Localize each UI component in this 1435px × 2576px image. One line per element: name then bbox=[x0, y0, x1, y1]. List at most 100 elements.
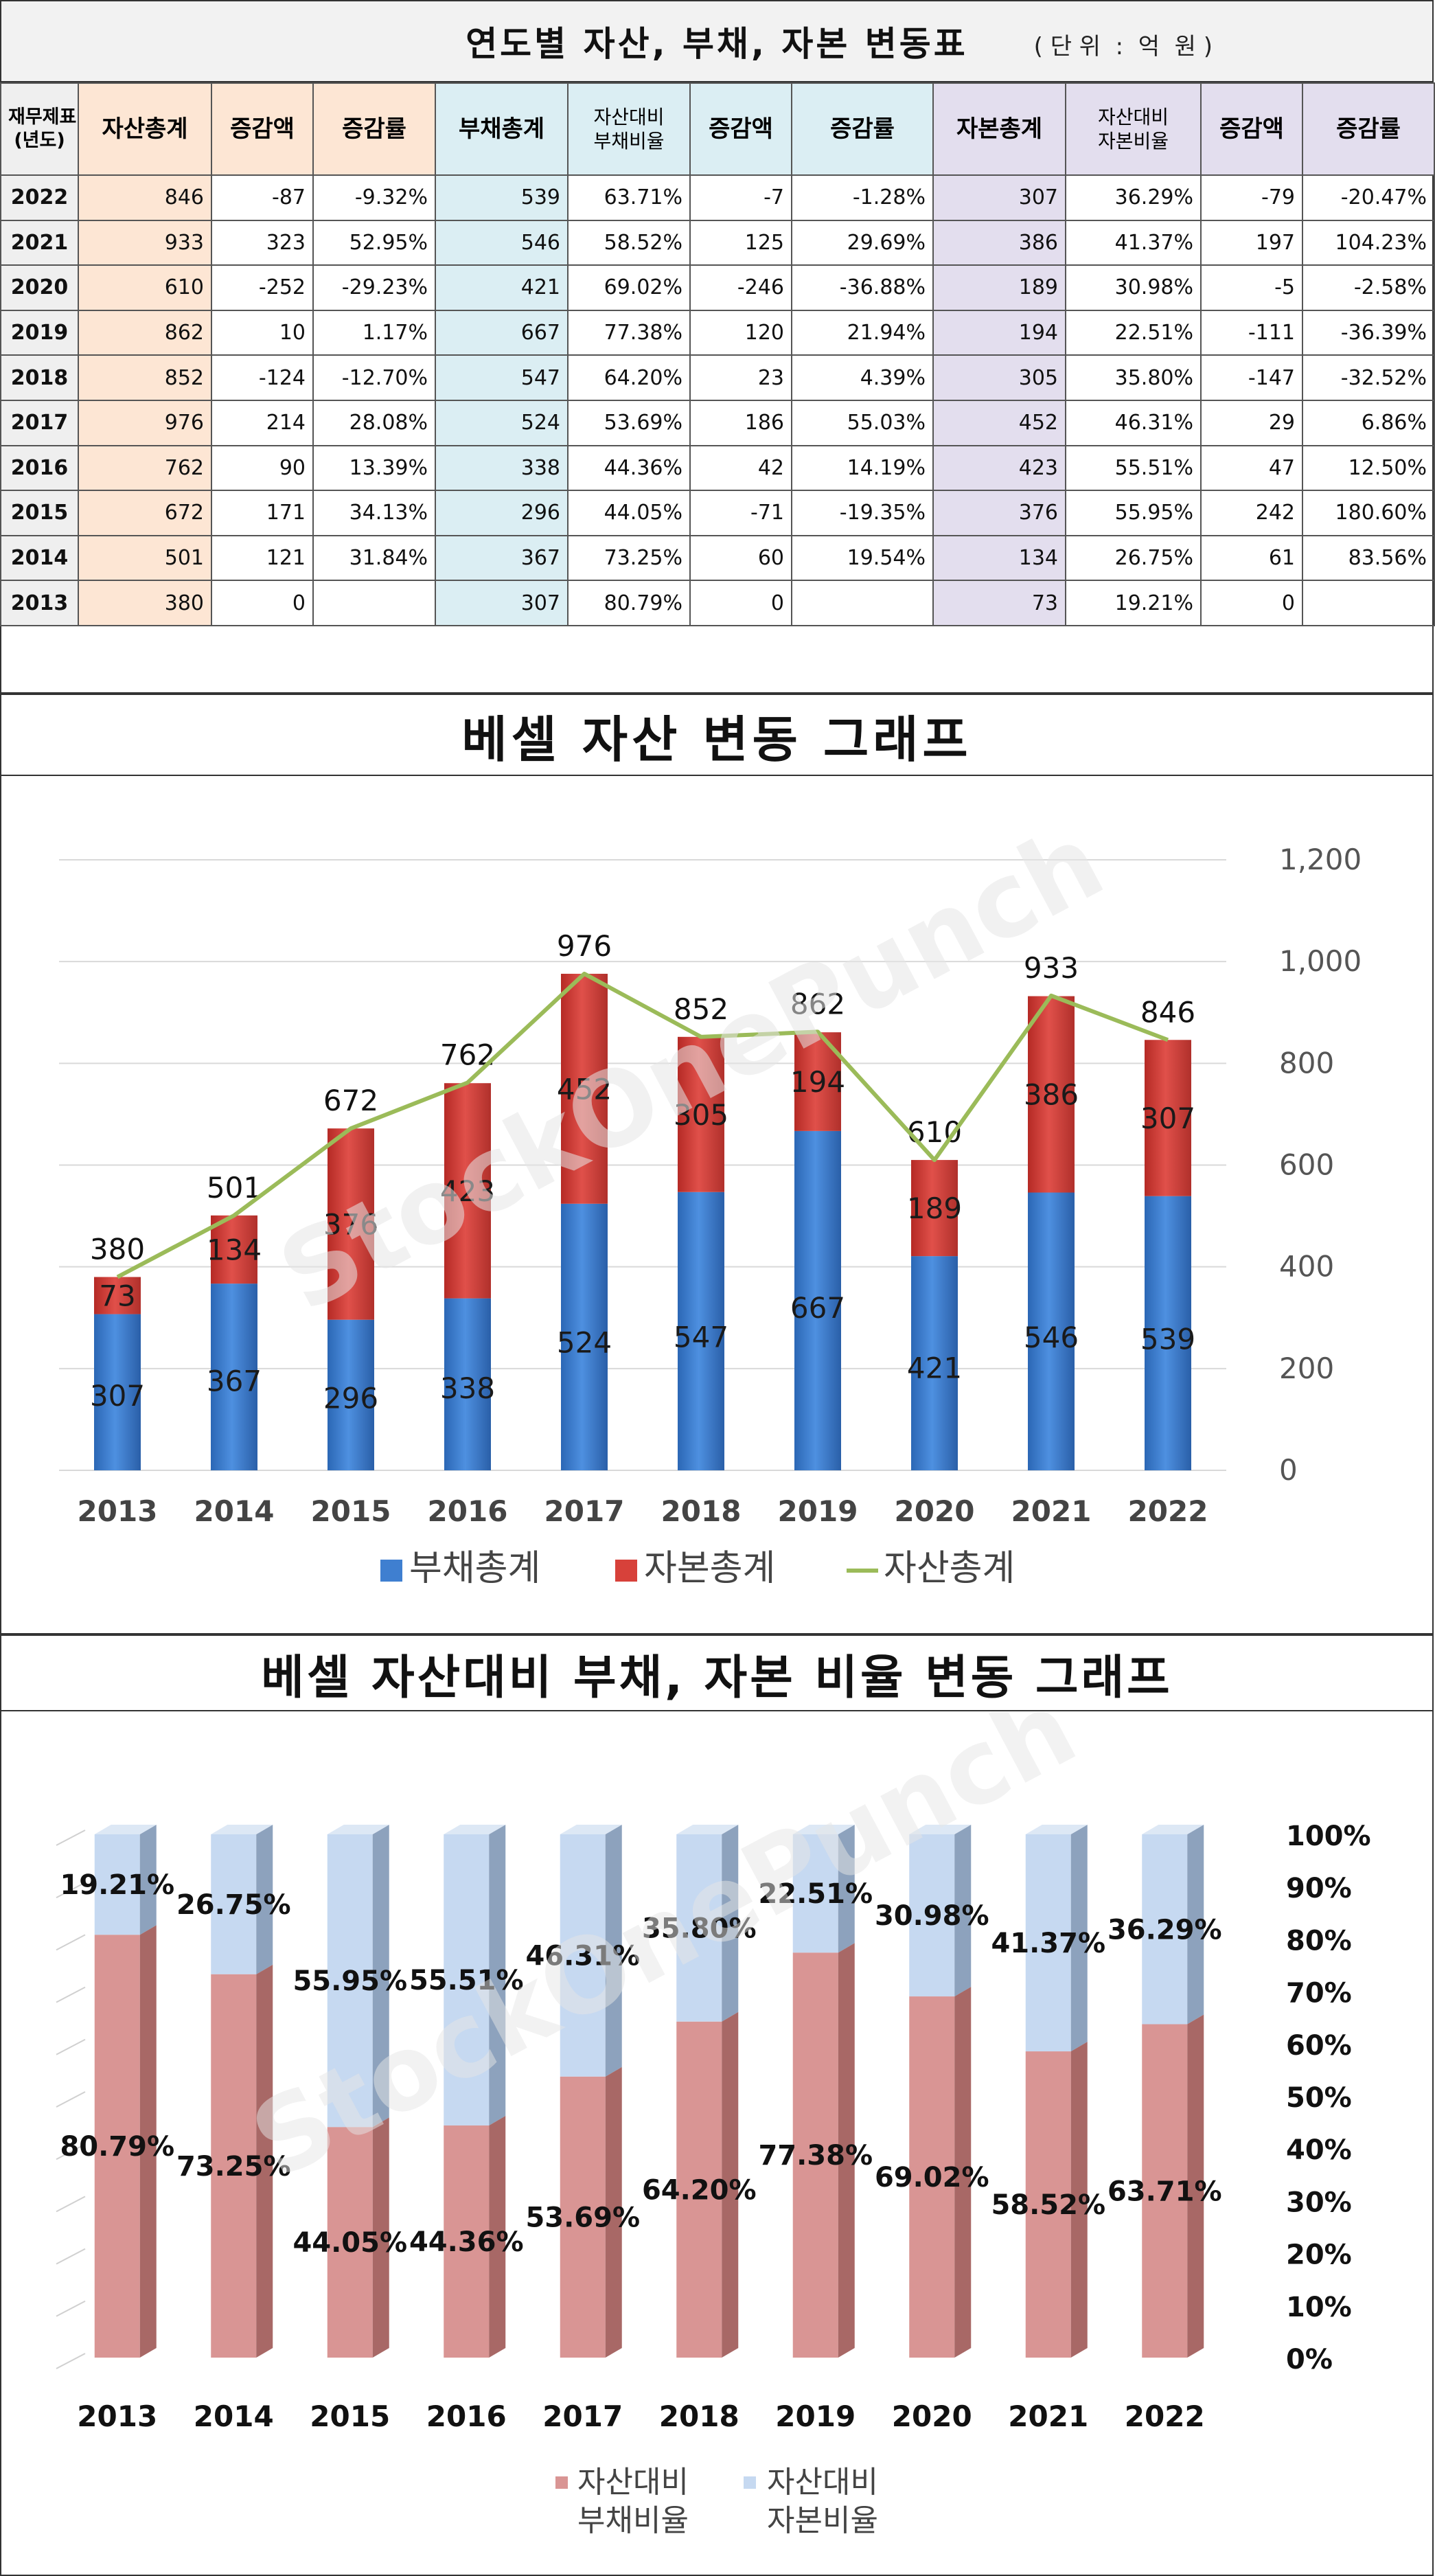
grid-tick bbox=[56, 1934, 86, 1951]
legend-label-capital: 자본총계 bbox=[644, 1548, 775, 1589]
cell-cap-ratio: 19.21% bbox=[1065, 580, 1202, 626]
cell-year: 2015 bbox=[0, 490, 79, 536]
header-cap-rate: 증감률 bbox=[1302, 82, 1435, 176]
bar-capital-ratio-top bbox=[94, 1825, 157, 1834]
asset-total-label: 976 bbox=[557, 929, 612, 963]
cell-asset-rate bbox=[312, 580, 436, 626]
asset-total-label: 933 bbox=[1024, 951, 1079, 985]
legend-label-capital-ratio: 자산대비 자본비율 bbox=[767, 2465, 878, 2538]
bar-debt-label: 667 bbox=[790, 1291, 845, 1325]
bar-debt bbox=[794, 1130, 841, 1470]
bar-debt-ratio-side bbox=[605, 2066, 622, 2358]
y-tick-label: 100% bbox=[1286, 1821, 1371, 1852]
cell-debt-rate: -1.28% bbox=[791, 174, 934, 221]
bar-capital-ratio-side bbox=[139, 1825, 157, 1935]
bar-debt bbox=[94, 1314, 141, 1470]
table-header-row: 재무제표 (년도) 자산총계 증감액 증감률 부채총계 자산대비 부채비율 증감… bbox=[0, 82, 1435, 176]
cell-debt-ratio: 69.02% bbox=[567, 264, 691, 311]
cell-asset-change: -87 bbox=[211, 174, 314, 221]
grid-tick bbox=[56, 2353, 86, 2369]
bar-capital bbox=[444, 1083, 491, 1299]
cell-cap-rate: -2.58% bbox=[1302, 264, 1435, 311]
debt-ratio-label: 73.25% bbox=[176, 2151, 291, 2182]
cell-cap-ratio: 55.95% bbox=[1065, 490, 1202, 536]
y-tick-label: 600 bbox=[1279, 1148, 1334, 1182]
x-tick-label: 2017 bbox=[544, 1494, 625, 1528]
bar-capital-ratio-side bbox=[954, 1825, 972, 1997]
y-tick-label: 80% bbox=[1286, 1925, 1352, 1957]
header-asset-total: 자산총계 bbox=[78, 82, 212, 176]
cell-year: 2016 bbox=[0, 444, 79, 492]
y-tick-label: 60% bbox=[1286, 2030, 1352, 2062]
bar-capital bbox=[678, 1036, 724, 1192]
x-tick-label: 2016 bbox=[426, 2400, 507, 2433]
cell-debt-total: 307 bbox=[435, 580, 569, 626]
bar-debt-ratio bbox=[676, 2021, 722, 2358]
header-debt-total: 부채총계 bbox=[435, 82, 569, 176]
cell-debt-rate: 29.69% bbox=[791, 219, 934, 266]
bar-capital-ratio bbox=[211, 1834, 257, 1974]
bar-capital-label: 423 bbox=[440, 1174, 495, 1208]
cell-cap-total: 452 bbox=[932, 399, 1066, 446]
cell-cap-total: 134 bbox=[932, 534, 1066, 582]
bar-capital-ratio-top bbox=[1142, 1825, 1204, 1834]
legend-swatch-debt-ratio bbox=[555, 2476, 568, 2489]
bar-debt-ratio bbox=[560, 2076, 606, 2358]
cell-year: 2013 bbox=[0, 580, 79, 626]
header-debt-ratio: 자산대비 부채비율 bbox=[567, 82, 691, 176]
bar-debt-ratio-side bbox=[139, 1925, 157, 2358]
legend-swatch-debt bbox=[380, 1560, 402, 1582]
x-tick-label: 2016 bbox=[428, 1494, 508, 1528]
cell-debt-ratio: 73.25% bbox=[567, 534, 691, 582]
bar-debt bbox=[1028, 1192, 1075, 1470]
cell-debt-change: 23 bbox=[689, 354, 792, 401]
capital-ratio-label: 55.51% bbox=[409, 1965, 524, 1996]
chart2-title-bar: 베셀 자산대비 부채, 자본 비율 변동 그래프 bbox=[0, 1634, 1434, 1711]
cell-cap-ratio: 35.80% bbox=[1065, 354, 1202, 401]
cell-asset-total: 610 bbox=[78, 264, 212, 311]
cell-asset-rate: 13.39% bbox=[312, 444, 436, 492]
bar-capital-ratio-side bbox=[1187, 1825, 1204, 2025]
cell-debt-ratio: 63.71% bbox=[567, 174, 691, 221]
bar-debt-label: 421 bbox=[907, 1351, 962, 1384]
bar-debt bbox=[328, 1319, 374, 1470]
cell-asset-rate: 52.95% bbox=[312, 219, 436, 266]
cell-cap-rate: 180.60% bbox=[1302, 490, 1435, 536]
cell-asset-change: 10 bbox=[211, 309, 314, 356]
bar-debt-ratio-side bbox=[838, 1943, 855, 2358]
grid-tick bbox=[56, 2248, 86, 2265]
cell-debt-ratio: 44.36% bbox=[567, 444, 691, 492]
header-debt-rate: 증감률 bbox=[791, 82, 934, 176]
bar-capital-label: 194 bbox=[790, 1065, 845, 1099]
cell-debt-change: 60 bbox=[689, 534, 792, 582]
table-row: 2013 380 0 307 80.79% 0 73 19.21% 0 bbox=[0, 580, 1435, 626]
x-tick-label: 2013 bbox=[77, 2400, 157, 2433]
debt-ratio-label: 77.38% bbox=[758, 2140, 873, 2172]
bar-debt-label: 296 bbox=[323, 1382, 378, 1415]
y-tick-label: 0% bbox=[1286, 2344, 1333, 2375]
legend-label-asset: 자산총계 bbox=[884, 1548, 1015, 1589]
cell-cap-change: -147 bbox=[1200, 354, 1303, 401]
bar-capital bbox=[561, 973, 608, 1204]
table-row: 2016 762 90 13.39% 338 44.36% 42 14.19% 423 55.51… bbox=[0, 444, 1435, 492]
bar-capital-label: 376 bbox=[323, 1207, 378, 1241]
cell-asset-change: 0 bbox=[211, 580, 314, 626]
cell-asset-total: 762 bbox=[78, 444, 212, 492]
table-row: 2021 933 323 52.95% 546 58.52% 125 29.69% 386 41.… bbox=[0, 219, 1435, 266]
cell-asset-change: -124 bbox=[211, 354, 314, 401]
bar-debt-ratio-side bbox=[256, 1964, 273, 2358]
x-tick-label: 2019 bbox=[775, 2400, 856, 2433]
cell-debt-rate: 4.39% bbox=[791, 354, 934, 401]
y-tick-label: 1,200 bbox=[1279, 843, 1362, 876]
cell-debt-rate: 19.54% bbox=[791, 534, 934, 582]
cell-cap-total: 423 bbox=[932, 444, 1066, 492]
capital-ratio-label: 35.80% bbox=[642, 1913, 757, 1944]
cell-asset-rate: 31.84% bbox=[312, 534, 436, 582]
bar-capital-ratio-top bbox=[676, 1825, 739, 1834]
x-tick-label: 2022 bbox=[1128, 1494, 1208, 1528]
capital-ratio-label: 55.95% bbox=[292, 1965, 407, 1997]
cell-year: 2017 bbox=[0, 399, 79, 446]
cell-cap-rate: 6.86% bbox=[1302, 399, 1435, 446]
bar-capital-ratio-side bbox=[722, 1825, 739, 2022]
bar-debt-ratio-side bbox=[372, 2117, 389, 2358]
